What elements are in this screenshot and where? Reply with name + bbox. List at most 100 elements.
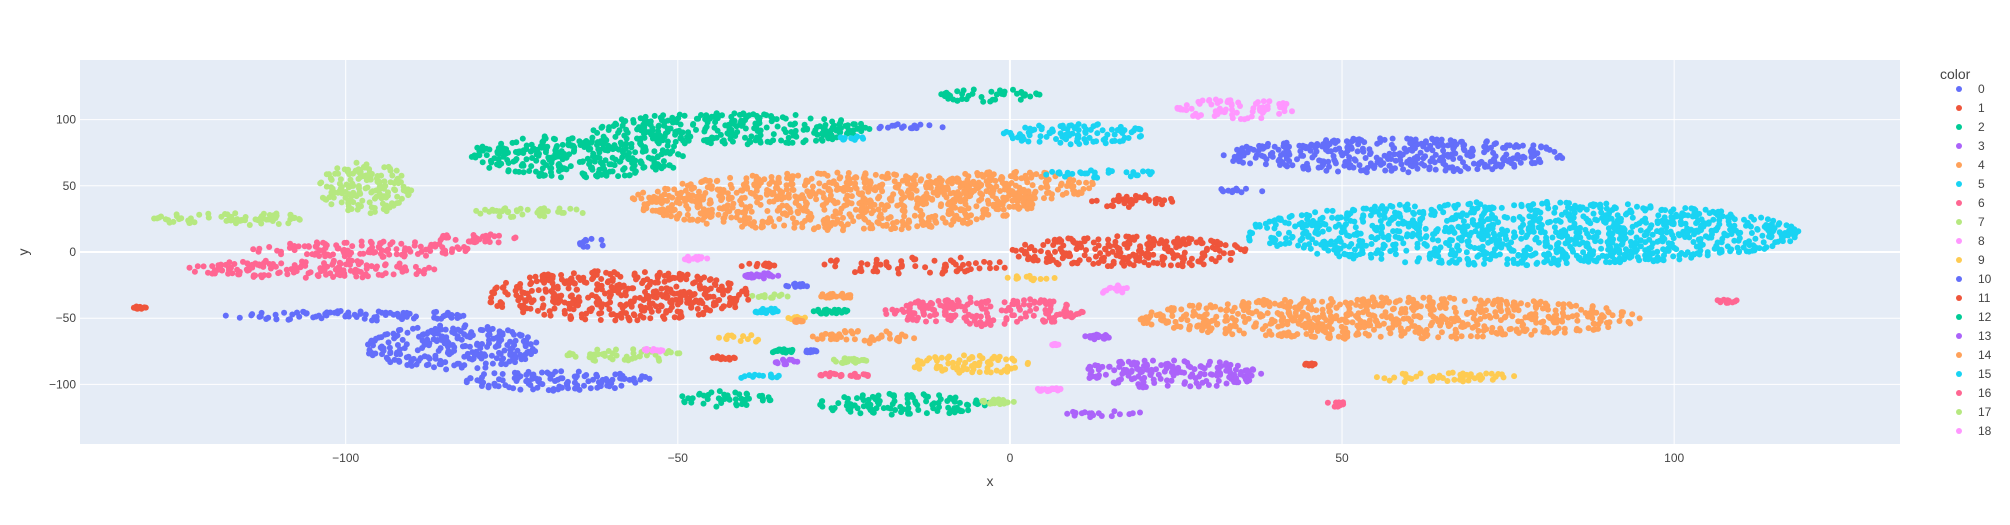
data-point: [1112, 380, 1119, 387]
data-point: [416, 333, 422, 340]
data-point: [590, 127, 597, 134]
data-point: [1026, 169, 1033, 176]
data-point: [517, 281, 524, 287]
data-point: [539, 381, 546, 388]
data-point: [859, 203, 866, 209]
data-point: [1497, 325, 1504, 332]
data-point: [978, 94, 985, 100]
data-point: [431, 364, 437, 371]
data-point: [898, 409, 905, 416]
data-point: [806, 191, 813, 198]
data-point: [905, 224, 912, 231]
data-point: [1179, 263, 1186, 270]
data-point: [819, 403, 826, 410]
data-point: [493, 284, 500, 291]
data-point: [1192, 375, 1199, 382]
data-point: [1095, 260, 1102, 266]
data-point: [1082, 333, 1089, 340]
data-point: [1263, 156, 1270, 163]
data-point: [668, 289, 675, 296]
data-point: [1342, 325, 1349, 332]
data-point: [681, 112, 688, 119]
data-point: [1184, 317, 1191, 324]
data-point: [660, 163, 667, 170]
data-point: [664, 142, 671, 149]
data-point: [1365, 332, 1372, 338]
data-point: [1230, 158, 1237, 164]
data-point: [563, 380, 570, 387]
data-point: [1328, 326, 1335, 333]
data-point: [677, 296, 684, 303]
data-point: [1346, 154, 1353, 161]
data-point: [655, 307, 662, 314]
data-point: [378, 334, 385, 341]
data-point: [533, 157, 540, 164]
data-point: [1217, 241, 1224, 248]
data-point: [1597, 238, 1604, 245]
data-point: [891, 178, 898, 185]
data-point: [641, 129, 648, 136]
data-point: [1481, 313, 1488, 320]
data-point: [1389, 203, 1396, 210]
data-point: [995, 206, 1002, 213]
data-point: [1389, 135, 1396, 142]
data-point: [860, 225, 867, 232]
data-point: [658, 285, 665, 292]
data-point: [1266, 303, 1273, 310]
data-point: [1226, 374, 1233, 381]
data-point: [558, 384, 565, 391]
data-point: [1409, 163, 1416, 170]
data-point: [1603, 200, 1610, 207]
data-point: [727, 127, 734, 134]
data-point: [1636, 315, 1643, 322]
data-point: [1257, 311, 1264, 318]
data-point: [1111, 408, 1118, 415]
data-point: [666, 307, 673, 314]
data-point: [390, 311, 397, 318]
data-point: [571, 373, 578, 380]
data-point: [1354, 136, 1361, 143]
data-point: [630, 119, 637, 126]
data-point: [1232, 317, 1239, 324]
data-point: [1007, 173, 1014, 180]
data-point: [835, 185, 842, 192]
data-point: [923, 190, 930, 197]
data-point: [517, 302, 524, 309]
data-point: [1560, 305, 1567, 312]
data-point: [428, 327, 435, 334]
data-point: [460, 312, 467, 319]
data-point: [1259, 326, 1266, 333]
data-point: [386, 344, 393, 351]
data-point: [491, 370, 498, 377]
data-point: [496, 349, 502, 356]
data-point: [917, 121, 924, 128]
data-point: [972, 260, 979, 267]
data-point: [938, 201, 945, 208]
data-point: [1329, 207, 1336, 214]
data-point: [654, 279, 661, 286]
data-point: [488, 299, 495, 306]
data-point: [965, 407, 972, 414]
data-point: [454, 333, 461, 340]
data-point: [615, 286, 622, 293]
data-point: [502, 289, 509, 296]
data-point: [1281, 303, 1288, 310]
data-point: [1105, 236, 1112, 243]
data-point: [586, 158, 593, 165]
data-point: [1597, 318, 1604, 325]
data-point: [1485, 239, 1492, 246]
data-point: [1584, 230, 1591, 237]
data-point: [1092, 373, 1099, 380]
data-point: [1016, 193, 1023, 200]
data-point: [902, 333, 909, 340]
data-point: [1119, 370, 1126, 377]
data-point: [875, 195, 881, 202]
data-point: [383, 354, 390, 361]
data-point: [809, 333, 816, 340]
series-1: [130, 192, 1249, 324]
data-point: [912, 400, 919, 407]
data-point: [977, 190, 984, 197]
data-point: [1087, 414, 1094, 421]
data-point: [890, 224, 897, 231]
data-point: [621, 302, 628, 309]
